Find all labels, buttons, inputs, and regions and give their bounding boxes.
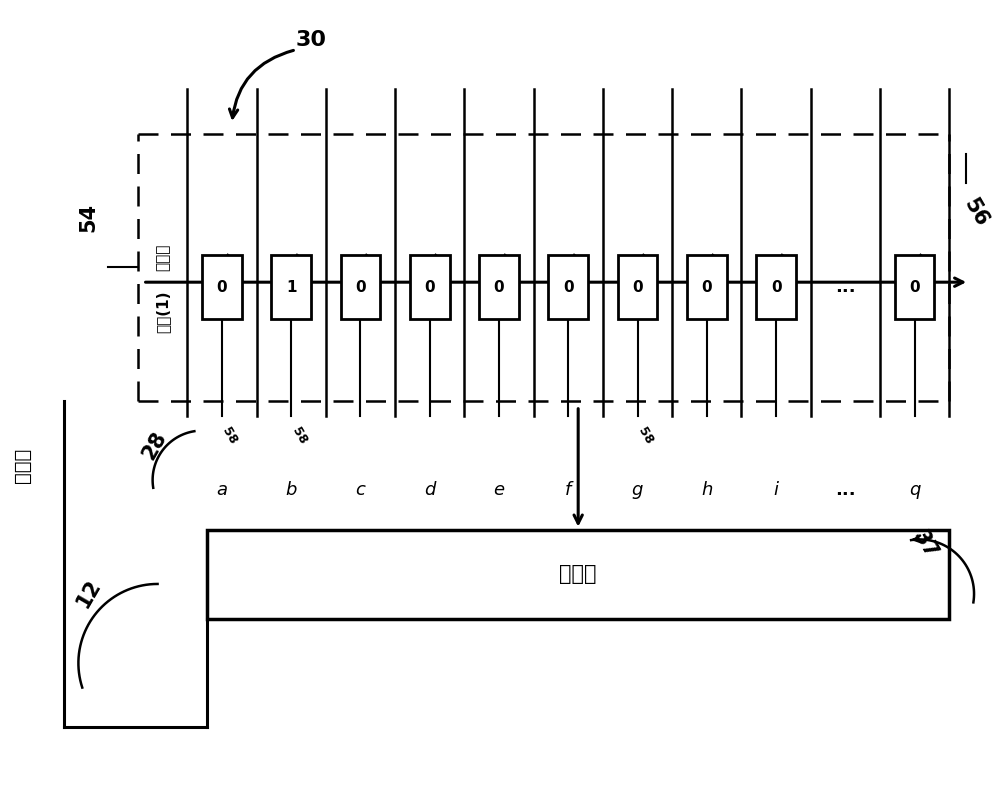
Text: 1: 1 [286,280,296,295]
Text: 0: 0 [217,280,227,295]
Text: 搜索項: 搜索項 [155,244,170,271]
Text: f: f [565,481,571,499]
Text: 12: 12 [72,576,104,612]
Bar [410,255,450,319]
Bar [548,255,588,319]
Text: c: c [356,481,365,499]
Text: 0: 0 [771,280,781,295]
Text: 28: 28 [139,428,171,463]
Text: g: g [632,481,643,499]
Text: 30: 30 [295,30,326,50]
Text: h: h [701,481,713,499]
Text: 58: 58 [636,424,655,446]
Text: 數據流: 數據流 [12,447,31,483]
Text: 0: 0 [563,280,574,295]
Text: a: a [216,481,227,499]
Bar [341,255,380,319]
Text: q: q [909,481,920,499]
Text: 單元(1): 單元(1) [155,291,170,333]
Bar [479,255,519,319]
Text: 58: 58 [289,424,309,446]
Bar [756,255,796,319]
Text: 58: 58 [220,424,240,446]
Text: 56: 56 [960,195,992,230]
Text: 0: 0 [909,280,920,295]
Text: 0: 0 [355,280,366,295]
Text: d: d [424,481,435,499]
Bar [618,255,657,319]
Bar [207,530,949,619]
Text: 0: 0 [424,280,435,295]
Text: 0: 0 [702,280,712,295]
Text: 54: 54 [78,204,98,233]
Bar [687,255,727,319]
Text: e: e [493,481,505,499]
Bar [202,255,242,319]
Bar [271,255,311,319]
Text: ...: ... [835,481,856,499]
Text: i: i [774,481,779,499]
Text: 37: 37 [909,527,940,562]
Text: 0: 0 [632,280,643,295]
Text: 0: 0 [494,280,504,295]
Text: b: b [285,481,297,499]
Text: ...: ... [835,278,856,296]
Text: 路由器: 路由器 [559,564,597,584]
Bar [895,255,934,319]
